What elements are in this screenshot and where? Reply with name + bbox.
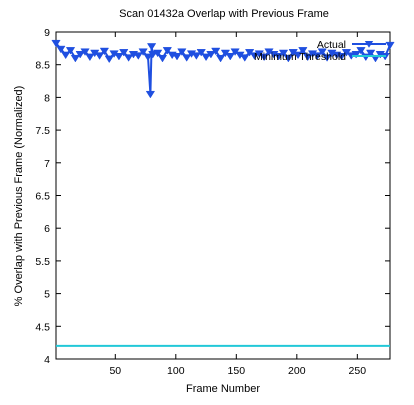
y-tick-label: 7.5 [35, 125, 50, 137]
legend-marker [364, 41, 374, 48]
data-point-actual [104, 55, 114, 64]
data-point-actual [206, 51, 216, 59]
data-point-actual [70, 54, 81, 63]
data-point-actual [211, 47, 221, 56]
data-point-actual [356, 47, 366, 55]
x-tick-label: 250 [349, 365, 367, 377]
data-point-actual [240, 54, 250, 62]
data-point-actual [146, 43, 157, 51]
data-point-actual [65, 47, 76, 55]
chart-title: Scan 01432a Overlap with Previous Frame [119, 8, 329, 20]
x-axis-label: Frame Number [186, 383, 260, 395]
y-axis-ticks: 4 4.5 5 5.5 6 6.5 7 7.5 8 8.5 9 [35, 27, 390, 366]
data-point-actual [312, 52, 323, 60]
data-point-actual [145, 90, 156, 99]
data-point-actual [249, 52, 260, 60]
data-point-actual [80, 48, 90, 56]
data-point-actual [153, 49, 163, 58]
data-point-actual [119, 49, 129, 57]
data-point-actual [303, 53, 313, 62]
data-point-actual [196, 49, 206, 57]
data-point-actual [182, 54, 192, 62]
data-point-actual [201, 53, 211, 62]
legend-label: Actual [317, 39, 346, 51]
data-point-actual [293, 51, 303, 60]
data-point-actual [75, 51, 85, 59]
data-point-actual [361, 53, 371, 62]
data-point-actual [336, 53, 347, 61]
data-point-actual [148, 51, 158, 59]
data-point-actual [172, 53, 182, 61]
data-point-actual [51, 39, 61, 48]
data-point-actual [99, 47, 110, 56]
y-tick-label: 4.5 [35, 321, 50, 333]
data-point-actual [278, 49, 289, 58]
data-point-actual [274, 53, 284, 61]
legend-label: Minimum Threshold [254, 51, 346, 63]
data-point-actual [138, 48, 148, 56]
data-point-actual [143, 53, 153, 62]
y-tick-label: 8.5 [35, 60, 50, 72]
data-point-actual [85, 53, 95, 62]
data-point-actual [259, 53, 269, 62]
y-tick-label: 8 [44, 92, 50, 104]
data-point-actual [123, 54, 134, 62]
data-point-actual [225, 53, 235, 61]
y-tick-label: 4 [44, 354, 50, 366]
y-tick-label: 9 [44, 27, 50, 39]
x-axis-ticks: 50 100 150 200 250 [109, 32, 366, 377]
data-point-actual [61, 51, 71, 60]
y-tick-label: 7 [44, 158, 50, 170]
data-point-actual [114, 53, 124, 61]
y-tick-label: 5.5 [35, 256, 50, 268]
data-point-actual [191, 52, 202, 60]
data-point-actual [162, 47, 172, 55]
data-point-actual [56, 45, 66, 54]
data-point-actual [298, 47, 308, 55]
x-tick-label: 50 [109, 365, 121, 377]
data-point-actual [177, 48, 187, 56]
data-point-actual [322, 54, 332, 62]
plot-frame [55, 31, 391, 360]
x-tick-label: 100 [167, 365, 185, 377]
x-tick-label: 150 [228, 365, 246, 377]
data-point-actual [133, 52, 143, 60]
data-point-actual [351, 51, 361, 59]
data-point-actual [365, 49, 376, 58]
data-point-actual [157, 54, 168, 63]
y-tick-label: 6.5 [35, 191, 50, 203]
y-tick-label: 6 [44, 223, 50, 235]
data-point-actual [283, 54, 293, 63]
series-layer [51, 39, 395, 347]
y-tick-label: 5 [44, 289, 50, 301]
y-axis-label: % Overlap with Previous Frame (Normalize… [13, 86, 25, 307]
x-tick-label: 200 [288, 365, 306, 377]
data-point-actual [385, 41, 395, 50]
data-point-actual [94, 52, 105, 60]
data-point-actual [317, 48, 327, 56]
data-point-actual [215, 54, 226, 63]
